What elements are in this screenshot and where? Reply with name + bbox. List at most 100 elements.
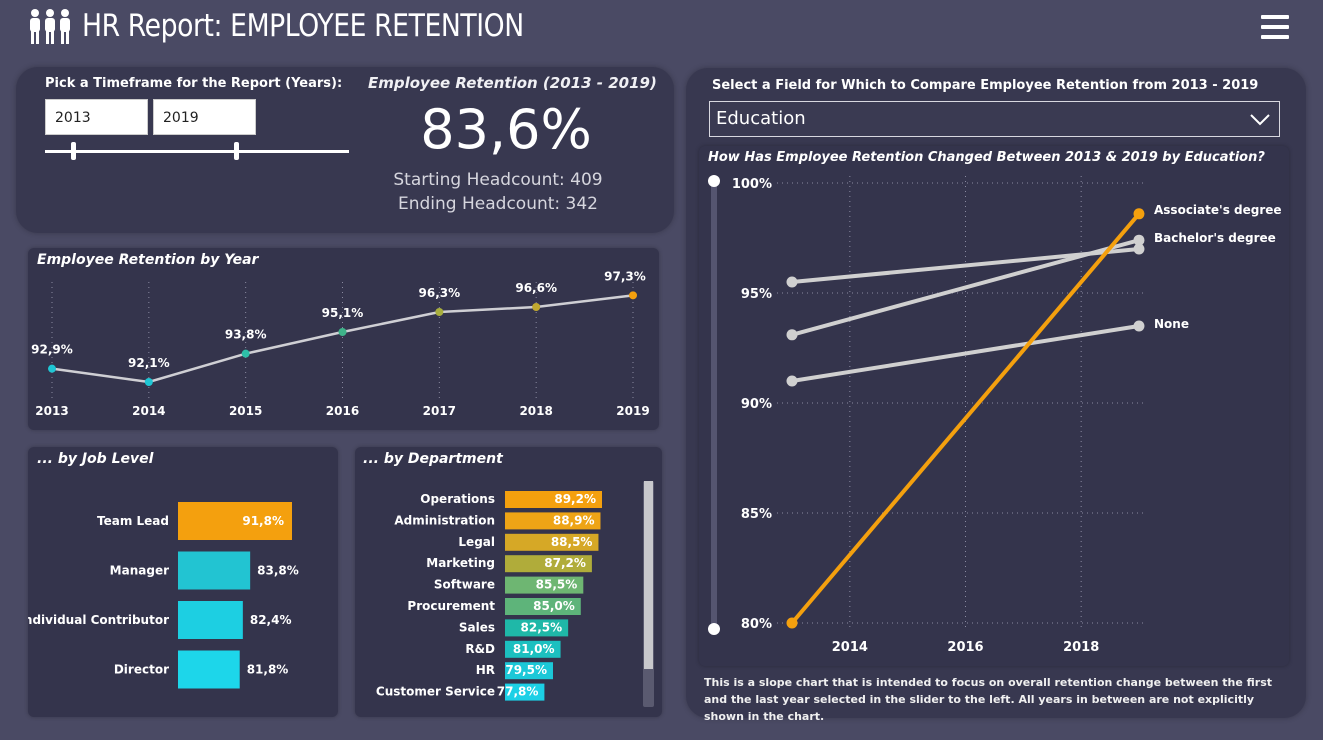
department-label: Sales [459, 620, 495, 634]
field-dropdown-value: Education [716, 108, 806, 129]
department-scrollbar-thumb[interactable] [644, 481, 653, 669]
slope-series-end-point [1133, 234, 1145, 246]
job-level-title: ... by Job Level [37, 451, 154, 467]
retention-point [241, 349, 250, 358]
job-level-label: Director [114, 663, 169, 677]
year-tick-label: 2017 [423, 404, 456, 418]
slope-series-end-point [1133, 320, 1145, 332]
department-title: ... by Department [363, 451, 503, 467]
year-tick-label: 2018 [519, 404, 552, 418]
department-value: 79,5% [505, 663, 547, 677]
department-label: Customer Service [376, 685, 495, 699]
department-value: 81,0% [513, 642, 555, 656]
slope-x-tick-label: 2018 [1063, 640, 1099, 655]
department-label: Legal [458, 535, 495, 549]
field-dropdown[interactable]: Education [709, 101, 1280, 137]
department-bar [505, 533, 599, 551]
start-year-input[interactable]: 2013 [45, 99, 148, 135]
retention-data-label: 96,3% [419, 286, 461, 300]
y-range-slider-top-handle [708, 175, 720, 187]
slope-series-line [790, 212, 1141, 625]
year-tick-label: 2014 [132, 404, 165, 418]
department-label: Procurement [407, 599, 495, 613]
slope-x-tick-label: 2014 [832, 640, 868, 655]
slope-series-label: Associate's degree [1154, 203, 1282, 217]
retention-point [532, 303, 541, 311]
retention-point [48, 364, 56, 373]
department-value: 89,2% [554, 492, 596, 506]
slope-x-tick-label: 2016 [947, 640, 983, 655]
job-level-bar [178, 502, 292, 540]
slope-y-tick-label: 95% [741, 287, 772, 302]
slider-end-handle[interactable] [234, 142, 239, 160]
department-label: Administration [394, 513, 495, 527]
job-level-value: 91,8% [242, 514, 284, 528]
retention-data-label: 97,3% [604, 270, 646, 283]
job-level-value: 82,4% [250, 613, 292, 627]
retention-value: 83,6% [420, 98, 592, 161]
job-level-chart: Team Lead 91,8% Manager 83,8% Individual Con… [28, 502, 299, 689]
retention-point [144, 378, 153, 386]
job-level-value: 83,8% [257, 564, 299, 578]
slider-start-handle[interactable] [71, 142, 76, 160]
department-bar [505, 512, 601, 530]
timeframe-label: Pick a Timeframe for the Report (Years): [45, 76, 343, 91]
slope-y-tick-label: 90% [741, 397, 772, 412]
job-level-label: Individual Contributor [28, 613, 169, 627]
slope-footnote: This is a slope chart that is intended t… [704, 676, 1273, 723]
department-value: 88,5% [551, 535, 593, 549]
department-chart: Operations 89,2% Administration 88,9% Legal 8… [376, 491, 602, 701]
end-year-input[interactable]: 2019 [153, 99, 256, 135]
ending-headcount: Ending Headcount: 342 [398, 194, 598, 214]
slope-y-tick-label: 100% [732, 177, 772, 192]
department-label: Software [434, 578, 495, 592]
department-label: Marketing [426, 556, 495, 570]
slope-chart-panel [699, 146, 1289, 666]
people-icon [30, 9, 70, 44]
year-tick-label: 2013 [35, 404, 68, 418]
slope-chart-title: How Has Employee Retention Changed Betwe… [708, 150, 1265, 165]
slope-y-tick-label: 80% [741, 617, 772, 632]
slope-series-start-point [786, 276, 798, 288]
department-bar [505, 662, 553, 680]
compare-label: Select a Field for Which to Compare Empl… [712, 78, 1259, 93]
retention-by-year-panel [28, 248, 659, 430]
retention-point [338, 328, 347, 336]
retention-by-year-chart: 2013 2014 2015 2016 2017 2018 2019 92,9% 92,1% 93… [31, 270, 650, 418]
department-value: 82,5% [521, 620, 563, 634]
slope-series-label: None [1154, 317, 1189, 331]
y-range-slider-track [711, 181, 717, 629]
department-value: 85,0% [533, 599, 575, 613]
department-bar [505, 598, 581, 615]
slope-series-line [791, 324, 1140, 383]
retention-data-label: 92,9% [31, 343, 73, 357]
job-level-label: Manager [110, 564, 169, 578]
page-title: HR Report: EMPLOYEE RETENTION [82, 8, 524, 44]
year-tick-label: 2015 [229, 404, 262, 418]
department-bar [505, 491, 602, 508]
department-bar [505, 576, 584, 594]
job-level-value: 81,8% [247, 663, 289, 677]
slope-series-line [791, 247, 1140, 284]
department-bar [505, 683, 545, 701]
slope-chart: 100% 95% 90% 85% 80% 2014 2016 2018 Associate's … [708, 175, 1282, 655]
retention-data-label: 93,8% [225, 328, 267, 342]
department-bar [505, 640, 561, 658]
slope-series-end-point [1133, 243, 1145, 255]
slope-series-label: Bachelor's degree [1154, 231, 1276, 245]
job-level-bar [178, 601, 243, 639]
starting-headcount: Starting Headcount: 409 [393, 170, 603, 190]
department-bar [505, 555, 592, 573]
department-bar [505, 619, 569, 637]
department-value: 88,9% [553, 513, 595, 527]
job-level-label: Team Lead [97, 514, 169, 528]
hamburger-menu-icon[interactable] [1261, 15, 1289, 41]
job-level-bar [178, 551, 251, 590]
retention-data-label: 96,6% [515, 281, 557, 295]
department-scrollbar[interactable] [643, 481, 654, 707]
slope-series-start-point [786, 617, 798, 629]
department-label: Operations [420, 492, 495, 506]
year-tick-label: 2019 [616, 404, 649, 418]
slope-series-end-point [1133, 208, 1145, 220]
year-slider-track[interactable] [45, 150, 349, 153]
